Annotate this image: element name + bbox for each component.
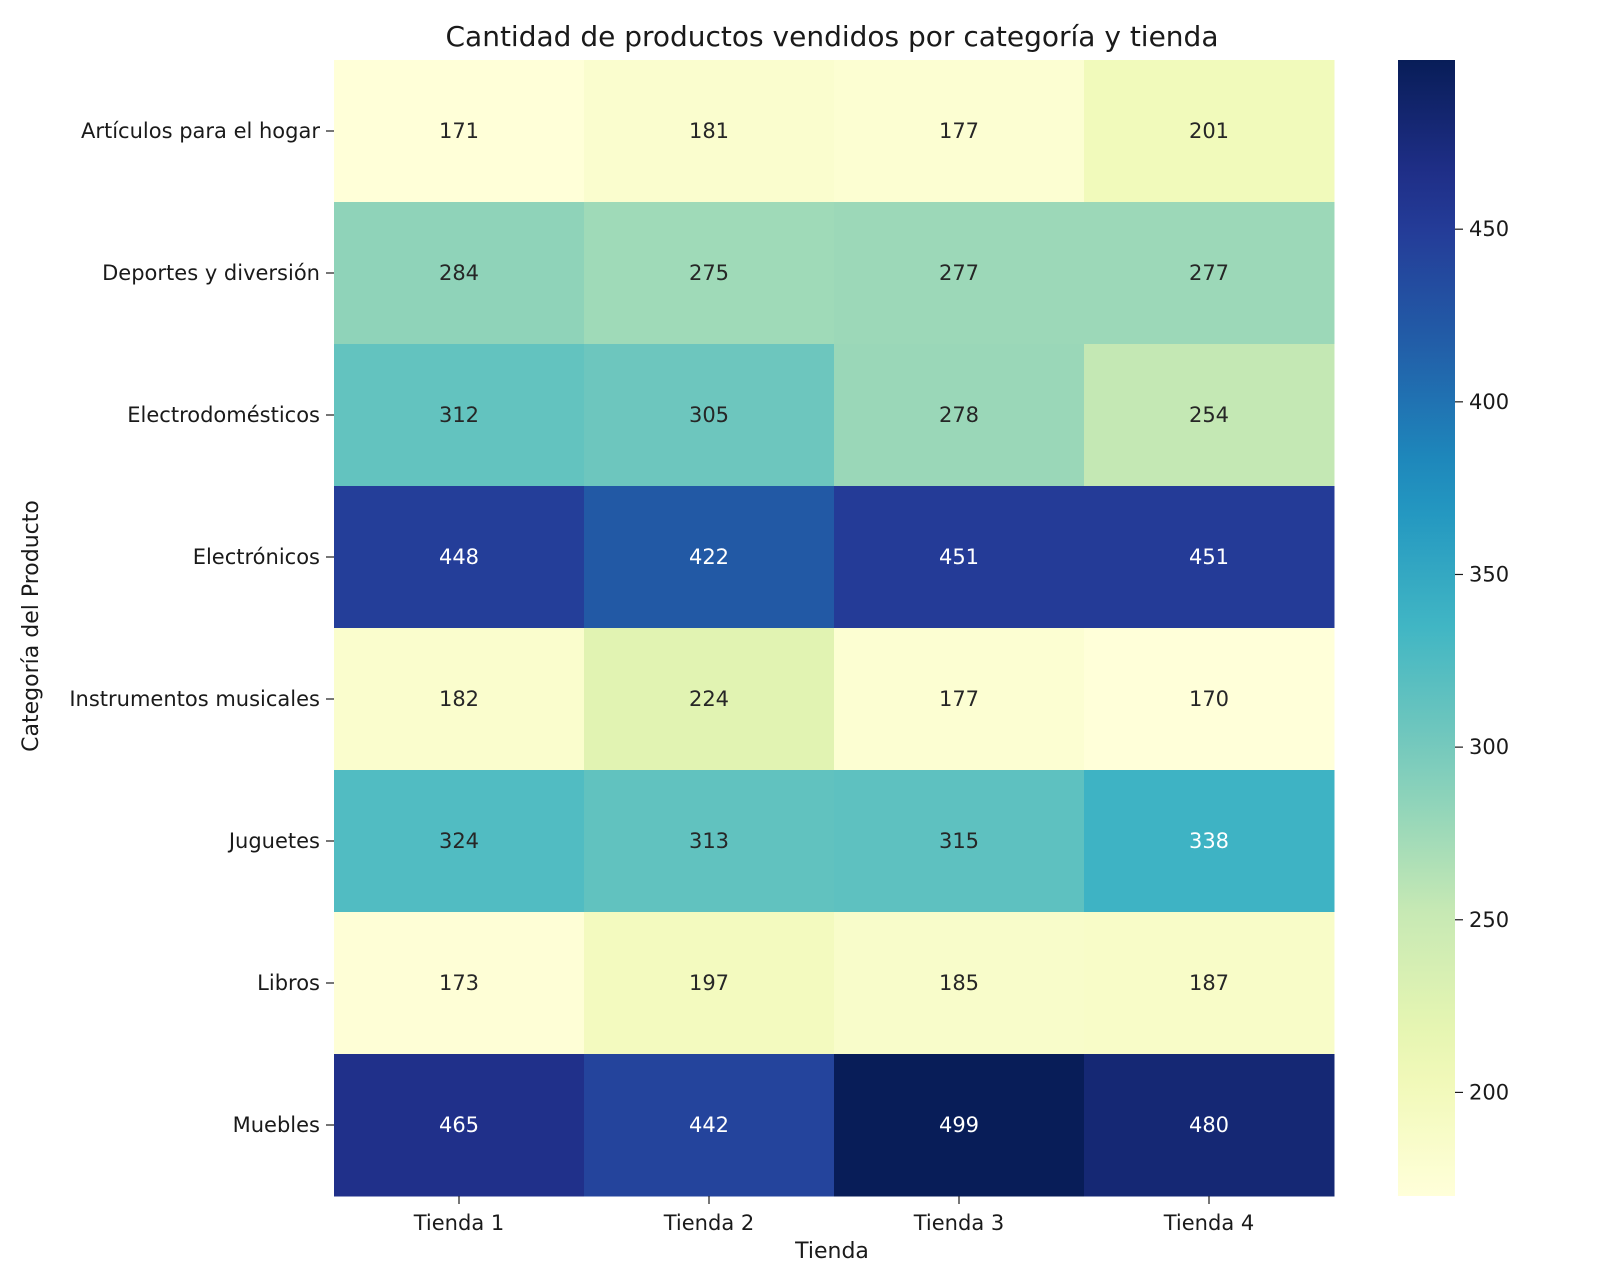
heatmap-cell: [584, 770, 835, 913]
y-tick-label: Libros: [257, 971, 320, 995]
heatmap-cell: [834, 628, 1085, 771]
colorbar-tick-label: 200: [1469, 1080, 1509, 1104]
heatmap-cell: [834, 912, 1085, 1055]
heatmap-cell: [334, 344, 585, 487]
cell-value-label: 197: [689, 971, 729, 995]
y-axis-label: Categoría del Producto: [19, 500, 44, 752]
x-tick-label: Tienda 2: [663, 1211, 754, 1235]
heatmap-cell: [334, 60, 585, 203]
colorbar-tick-label: 400: [1469, 390, 1509, 414]
cell-value-label: 442: [689, 1113, 729, 1137]
heatmap-cell: [834, 344, 1085, 487]
cell-value-label: 177: [939, 687, 979, 711]
cell-value-label: 278: [939, 403, 979, 427]
heatmap-cell: [584, 60, 835, 203]
y-tick-label: Electrónicos: [193, 545, 320, 569]
cell-value-label: 182: [439, 687, 479, 711]
y-tick-label: Deportes y diversión: [102, 261, 320, 285]
cell-value-label: 422: [689, 545, 729, 569]
heatmap-cell: [1084, 202, 1335, 345]
heatmap-cell: [1084, 912, 1335, 1055]
cell-value-label: 181: [689, 119, 729, 143]
heatmap-cell: [1084, 344, 1335, 487]
cell-value-label: 277: [1189, 261, 1229, 285]
x-tick-label: Tienda 3: [913, 1211, 1004, 1235]
heatmap-cell: [834, 1054, 1085, 1197]
y-tick-label: Muebles: [233, 1113, 320, 1137]
heatmap-cell: [584, 628, 835, 771]
heatmap-cell: [1084, 770, 1335, 913]
heatmap-cells: 171 181 177 201 284 275 277 277 312 305 278 254 448 4…: [334, 60, 1335, 1197]
heatmap-cell: [334, 486, 585, 629]
colorbar-tick-label: 450: [1469, 217, 1509, 241]
colorbar-tick-label: 250: [1469, 908, 1509, 932]
cell-value-label: 324: [439, 829, 479, 853]
cell-value-label: 224: [689, 687, 729, 711]
cell-value-label: 448: [439, 545, 479, 569]
colorbar-tick-label: 350: [1469, 562, 1509, 586]
colorbar-gradient: [1398, 60, 1455, 1196]
heatmap-cell: [334, 770, 585, 913]
y-axis-ticks: Artículos para el hogar Deportes y divers…: [69, 119, 334, 1137]
x-tick-label: Tienda 1: [413, 1211, 504, 1235]
heatmap-cell: [834, 770, 1085, 913]
heatmap-cell: [584, 486, 835, 629]
heatmap-cell: [1084, 486, 1335, 629]
heatmap-cell: [334, 1054, 585, 1197]
x-axis-label: Tienda: [794, 1239, 869, 1264]
heatmap-cell: [334, 202, 585, 345]
cell-value-label: 171: [439, 119, 479, 143]
cell-value-label: 170: [1189, 687, 1229, 711]
heatmap-cell: [584, 202, 835, 345]
y-tick-label: Artículos para el hogar: [81, 119, 320, 143]
cell-value-label: 254: [1189, 403, 1229, 427]
heatmap-cell: [834, 202, 1085, 345]
x-tick-label: Tienda 4: [1163, 1211, 1254, 1235]
cell-value-label: 499: [939, 1113, 979, 1137]
cell-value-label: 312: [439, 403, 479, 427]
cell-value-label: 480: [1189, 1113, 1229, 1137]
x-axis-ticks: Tienda 1 Tienda 2 Tienda 3 Tienda 4: [413, 1196, 1254, 1235]
heatmap-cell: [1084, 628, 1335, 771]
cell-value-label: 284: [439, 261, 479, 285]
heatmap-cell: [334, 912, 585, 1055]
cell-value-label: 313: [689, 829, 729, 853]
heatmap-cell: [834, 486, 1085, 629]
cell-value-label: 187: [1189, 971, 1229, 995]
y-tick-label: Electrodomésticos: [127, 403, 320, 427]
heatmap-cell: [584, 344, 835, 487]
cell-value-label: 465: [439, 1113, 479, 1137]
colorbar: 200 250 300 350 400 450: [1398, 60, 1509, 1196]
cell-value-label: 338: [1189, 829, 1229, 853]
cell-value-label: 201: [1189, 119, 1229, 143]
heatmap-cell: [1084, 1054, 1335, 1197]
y-tick-label: Instrumentos musicales: [69, 687, 320, 711]
y-tick-label: Juguetes: [227, 829, 320, 853]
cell-value-label: 451: [1189, 545, 1229, 569]
colorbar-ticks: 200 250 300 350 400 450: [1455, 217, 1509, 1104]
cell-value-label: 315: [939, 829, 979, 853]
cell-value-label: 177: [939, 119, 979, 143]
cell-value-label: 451: [939, 545, 979, 569]
cell-value-label: 185: [939, 971, 979, 995]
heatmap-cell: [334, 628, 585, 771]
cell-value-label: 277: [939, 261, 979, 285]
cell-value-label: 305: [689, 403, 729, 427]
heatmap-cell: [584, 912, 835, 1055]
heatmap-cell: [1084, 60, 1335, 203]
chart-title: Cantidad de productos vendidos por categ…: [446, 20, 1219, 53]
cell-value-label: 173: [439, 971, 479, 995]
colorbar-tick-label: 300: [1469, 735, 1509, 759]
heatmap-cell: [834, 60, 1085, 203]
heatmap-cell: [584, 1054, 835, 1197]
cell-value-label: 275: [689, 261, 729, 285]
